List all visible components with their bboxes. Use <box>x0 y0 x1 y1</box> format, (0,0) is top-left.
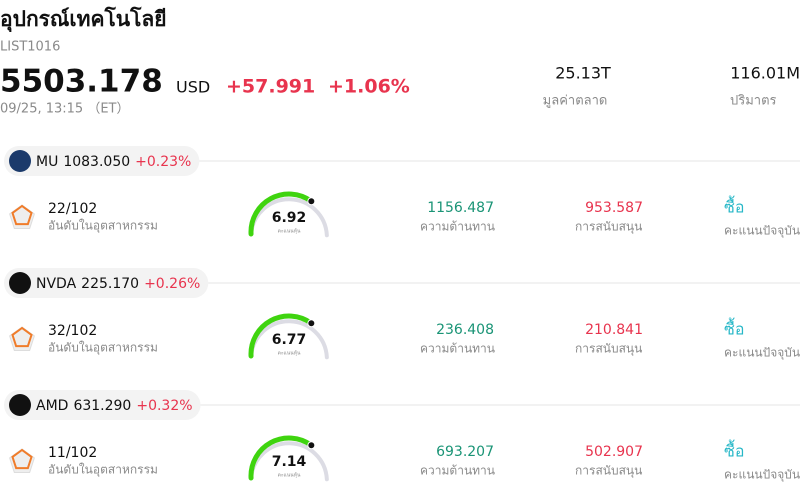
stock-change: +0.32% <box>136 398 192 414</box>
stock-list: MU 1083.050 +0.23% 22/102 อันดับในอุตสาหกรรม… <box>4 146 800 483</box>
stock-chip[interactable] <box>4 390 201 420</box>
price: 5503.178 <box>0 64 163 100</box>
score: 6.92 <box>272 210 307 226</box>
support-label: การสนับสนุน <box>575 464 642 479</box>
signal: ซื้อ <box>724 318 744 339</box>
ticker: MU <box>36 154 58 170</box>
resistance: 1156.487 <box>427 200 494 216</box>
gauge-dot <box>307 441 316 450</box>
signal: ซื้อ <box>724 196 744 217</box>
stock-chip[interactable] <box>4 268 209 298</box>
rank-label: อันดับในอุตสาหกรรม <box>48 463 158 478</box>
resistance-label: ความต้านทาน <box>420 342 495 356</box>
rank: 11/102 <box>48 445 97 461</box>
ticker: NVDA <box>36 276 77 292</box>
ticker: AMD <box>36 398 68 414</box>
change-pct: +1.06% <box>328 76 410 98</box>
score-label: คะแนนหุ้น <box>278 350 301 357</box>
code: LIST1016 <box>0 40 60 55</box>
stat-label: มูลค่าตลาด <box>543 94 608 109</box>
support: 953.587 <box>585 200 643 216</box>
resistance-label: ความต้านทาน <box>420 220 495 234</box>
resistance: 693.207 <box>436 444 494 460</box>
gauge-dot <box>307 197 316 206</box>
stock-logo <box>9 394 31 416</box>
stock-row[interactable]: NVDA 225.170 +0.26% 32/102 อันดับในอุตสาหกรร… <box>4 268 800 361</box>
stock-logo <box>9 150 31 172</box>
signal-label: คะแนนปัจจุบัน <box>724 468 800 483</box>
rank-icon <box>11 448 33 470</box>
rank-label: อันดับในอุตสาหกรรม <box>48 219 158 234</box>
gauge-fill <box>248 435 314 481</box>
signal: ซื้อ <box>724 440 744 461</box>
stat-value: 25.13T <box>555 64 611 83</box>
stock-price: 1083.050 <box>63 154 130 170</box>
change: +57.991 <box>226 76 315 98</box>
rank: 22/102 <box>48 201 97 217</box>
score-label: คะแนนหุ้น <box>278 228 301 235</box>
score: 7.14 <box>272 454 307 470</box>
stock-price: 631.290 <box>73 398 131 414</box>
rank: 32/102 <box>48 323 97 339</box>
support-label: การสนับสนุน <box>575 342 642 357</box>
gauge-fill <box>248 313 314 359</box>
rank-label: อันดับในอุตสาหกรรม <box>48 341 158 356</box>
score-label: คะแนนหุ้น <box>278 472 301 479</box>
signal-label: คะแนนปัจจุบัน <box>724 346 800 361</box>
gauge-dot <box>307 319 316 328</box>
rank-icon <box>11 326 33 348</box>
stock-price: 225.170 <box>81 276 139 292</box>
title: อุปกรณ์เทคโนโลยี <box>0 6 167 33</box>
currency: USD <box>176 78 210 97</box>
stock-change: +0.23% <box>135 154 191 170</box>
stock-row[interactable]: MU 1083.050 +0.23% 22/102 อันดับในอุตสาหกรรม… <box>4 146 800 239</box>
time: 09/25, 13:15 （ET） <box>0 102 129 117</box>
stock-change: +0.26% <box>144 276 200 292</box>
support-label: การสนับสนุน <box>575 220 642 235</box>
stock-row[interactable]: AMD 631.290 +0.32% 11/102 อันดับในอุตสาหกรรม… <box>4 390 800 483</box>
support: 502.907 <box>585 444 643 460</box>
support: 210.841 <box>585 322 643 338</box>
stock-logo <box>9 272 31 294</box>
score: 6.77 <box>272 332 307 348</box>
stat-label: ปริมาตร <box>730 94 777 109</box>
resistance: 236.408 <box>436 322 494 338</box>
resistance-label: ความต้านทาน <box>420 464 495 478</box>
rank-icon <box>11 204 33 226</box>
gauge-fill <box>248 191 314 237</box>
stock-chip[interactable] <box>4 146 200 176</box>
signal-label: คะแนนปัจจุบัน <box>724 224 800 239</box>
stat-value: 116.01M <box>730 64 800 83</box>
